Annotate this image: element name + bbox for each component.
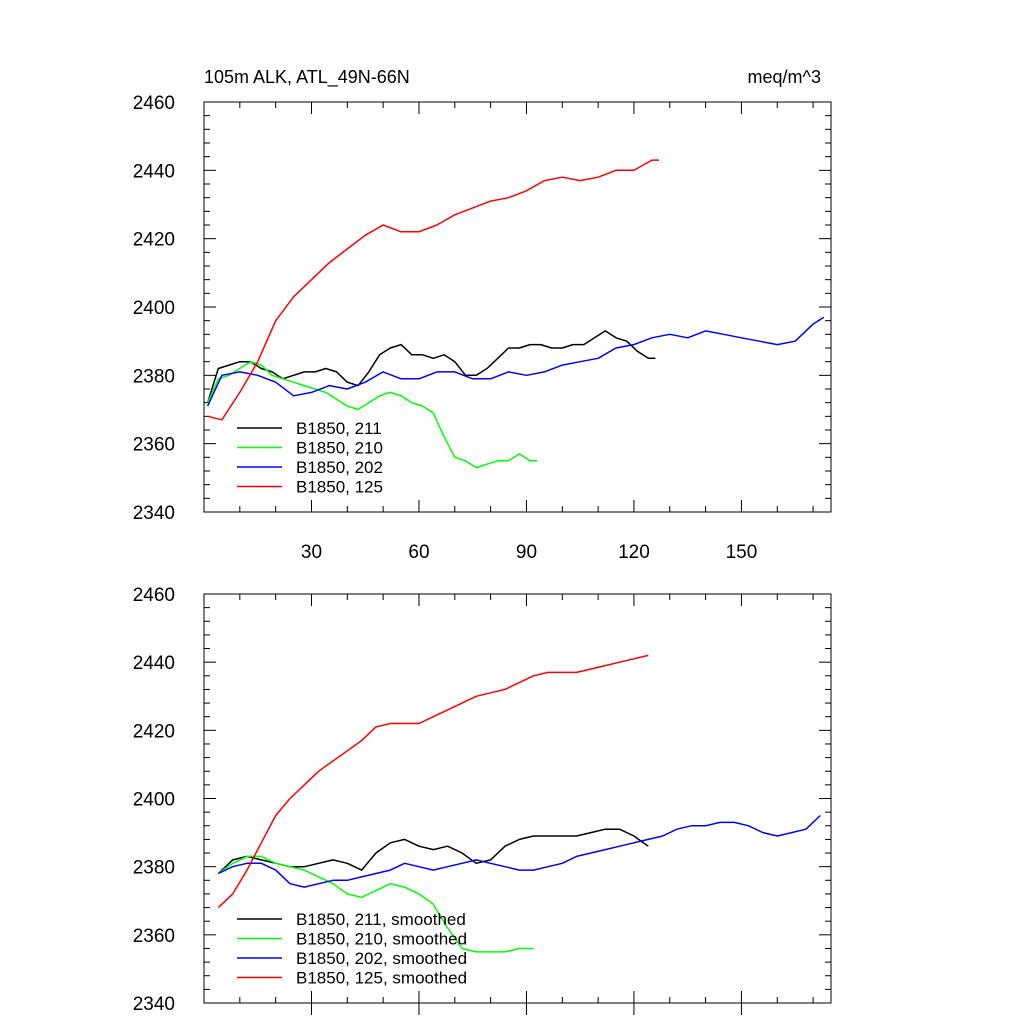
- y-tick-label: 2400: [133, 298, 175, 319]
- x-tick-label: 30: [301, 542, 322, 563]
- series-line-2: [206, 316, 825, 407]
- y-tick-label: 2380: [133, 366, 175, 387]
- bottom-panel: 2340 2360 2380 2400 2420 2440 2460 B1850, 211, …: [133, 585, 832, 1015]
- y-tick-label: 2420: [133, 721, 175, 742]
- x-tick-label: 90: [516, 542, 537, 563]
- y-tick-label: 2460: [133, 585, 175, 606]
- legend-entry: B1850, 210: [296, 439, 383, 458]
- series-line-1: [206, 360, 538, 469]
- y-tick-label: 2440: [133, 161, 175, 182]
- x-tick-label: 120: [618, 542, 650, 563]
- top-panel: 2340 2360 2380 2400 2420 2440 2460 30 60 90 120 150…: [133, 93, 832, 563]
- y-tick-label: 2360: [133, 435, 175, 456]
- y-tick-label: 2380: [133, 858, 175, 879]
- panel-1-units: meq/m^3: [748, 67, 821, 87]
- series-line-0: [206, 330, 656, 403]
- legend-entry: B1850, 125: [296, 478, 383, 497]
- x-tick-label: 60: [408, 542, 429, 563]
- x-tick-label: 150: [726, 542, 758, 563]
- legend-entry: B1850, 211: [296, 419, 382, 438]
- y-tick-label: 2340: [133, 994, 175, 1015]
- legend-entry: B1850, 211, smoothed: [296, 910, 466, 929]
- y-tick-label: 2340: [133, 503, 175, 524]
- series-line-3: [207, 159, 659, 421]
- y-tick-label: 2420: [133, 230, 175, 251]
- series-line-0: [217, 828, 649, 875]
- series-line-2: [217, 814, 821, 888]
- panel-1-title: 105m ALK, ATL_49N-66N: [204, 67, 410, 88]
- legend-entry: B1850, 202, smoothed: [296, 949, 467, 968]
- series-line-1: [217, 855, 534, 953]
- y-tick-label: 2400: [133, 790, 175, 811]
- y-tick-label: 2460: [133, 93, 175, 114]
- y-tick-label: 2360: [133, 926, 175, 947]
- legend-entry: B1850, 210, smoothed: [296, 930, 467, 949]
- y-tick-label: 2440: [133, 653, 175, 674]
- legend-entry: B1850, 125, smoothed: [296, 969, 467, 988]
- legend-entry: B1850, 202: [296, 458, 383, 477]
- series-line-3: [217, 654, 649, 909]
